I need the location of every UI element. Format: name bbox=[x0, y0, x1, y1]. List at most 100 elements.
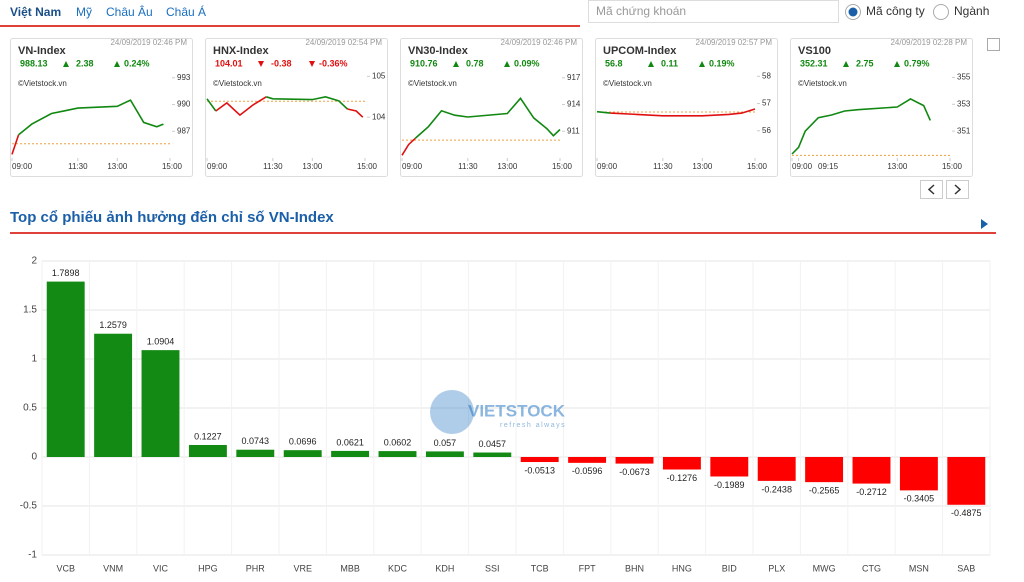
nav-tab[interactable]: Việt Nam bbox=[10, 5, 61, 19]
up-arrow bbox=[894, 61, 900, 67]
y-tick-label: 990 bbox=[177, 100, 191, 109]
y-tick-label: 993 bbox=[177, 73, 191, 82]
index-line bbox=[610, 108, 756, 117]
x-tick-label: 15:00 bbox=[747, 162, 768, 171]
watermark-tagline: refresh always bbox=[500, 422, 566, 429]
index-name: VN30-Index bbox=[408, 45, 469, 57]
x-tick-label: 11:30 bbox=[653, 162, 673, 171]
checkbox[interactable] bbox=[987, 38, 1000, 51]
value-label: 0.1227 bbox=[194, 431, 222, 441]
index-percent: -0.36% bbox=[319, 58, 348, 68]
nav-tab[interactable]: Châu Âu bbox=[106, 4, 153, 19]
index-name: VS100 bbox=[798, 45, 831, 57]
index-price: 104.01 bbox=[215, 58, 243, 68]
index-change: -0.38 bbox=[271, 58, 292, 68]
bar bbox=[378, 451, 417, 457]
x-tick-label: VNM bbox=[103, 563, 123, 573]
bar bbox=[331, 450, 370, 457]
y-tick-label: 355 bbox=[957, 73, 971, 82]
up-arrow bbox=[648, 61, 654, 67]
value-label: -0.1276 bbox=[667, 473, 698, 483]
value-label: -0.4875 bbox=[951, 508, 982, 518]
prev-button[interactable] bbox=[920, 180, 943, 199]
index-percent: 0.79% bbox=[904, 58, 930, 68]
index-source: ©Vietstock.vn bbox=[798, 79, 847, 88]
more-arrow[interactable] bbox=[981, 219, 988, 229]
nav-tab[interactable]: Mỹ bbox=[76, 5, 92, 19]
nav-tab[interactable]: Châu Á bbox=[166, 4, 206, 19]
up-arrow bbox=[504, 61, 510, 67]
y-tick-label: 351 bbox=[957, 126, 971, 135]
value-label: 0.0457 bbox=[479, 439, 507, 449]
index-percent: 0.19% bbox=[709, 58, 735, 68]
radio-button[interactable] bbox=[933, 4, 949, 20]
index-line bbox=[596, 110, 611, 114]
index-card[interactable] bbox=[400, 38, 583, 177]
value-label: 0.0743 bbox=[242, 436, 270, 446]
x-tick-label: 13:00 bbox=[887, 162, 908, 171]
index-change: 0.78 bbox=[466, 58, 484, 68]
y-tick-label: -0.5 bbox=[20, 501, 38, 512]
bar bbox=[568, 457, 607, 463]
search-box[interactable] bbox=[588, 0, 839, 23]
y-tick-label: 0.5 bbox=[23, 403, 37, 414]
index-card[interactable] bbox=[595, 38, 778, 177]
value-label: 0.0602 bbox=[384, 437, 412, 447]
value-label: 1.2579 bbox=[99, 320, 127, 330]
x-tick-label: 09:00 bbox=[207, 162, 228, 171]
bar bbox=[947, 457, 986, 505]
y-tick-label: 104 bbox=[372, 112, 386, 121]
bar bbox=[473, 452, 512, 457]
x-tick-label: 15:00 bbox=[942, 162, 963, 171]
bar bbox=[615, 457, 654, 464]
index-line bbox=[215, 96, 267, 117]
x-tick-label: CTG bbox=[862, 563, 881, 573]
index-datetime: 24/09/2019 02:28 PM bbox=[890, 38, 967, 47]
y-tick-label: 1.5 bbox=[23, 305, 37, 316]
value-label: -0.0596 bbox=[572, 466, 603, 476]
up-arrow bbox=[843, 61, 849, 67]
bar bbox=[710, 457, 749, 477]
up-arrow bbox=[699, 61, 705, 67]
index-datetime: 24/09/2019 02:54 PM bbox=[305, 38, 382, 47]
index-datetime: 24/09/2019 02:57 PM bbox=[695, 38, 772, 47]
index-price: 56.8 bbox=[605, 58, 623, 68]
index-change: 2.75 bbox=[856, 58, 874, 68]
x-tick-label: 09:00 bbox=[597, 162, 618, 171]
x-tick-label: 09:00 bbox=[12, 162, 33, 171]
x-tick-label: SSI bbox=[485, 563, 500, 573]
index-price: 352.31 bbox=[800, 58, 828, 68]
index-card[interactable] bbox=[205, 38, 388, 177]
x-tick-label: 15:00 bbox=[162, 162, 183, 171]
x-tick-label: 13:00 bbox=[497, 162, 518, 171]
y-tick-label: 911 bbox=[567, 126, 580, 135]
y-tick-label: 917 bbox=[567, 73, 581, 82]
up-arrow bbox=[63, 61, 69, 67]
bar bbox=[757, 457, 796, 481]
watermark: VIETSTOCK bbox=[468, 401, 566, 420]
search-placeholder: Mã chứng khoán bbox=[596, 4, 686, 18]
value-label: 0.0696 bbox=[289, 437, 317, 447]
x-tick-label: 09:00 bbox=[402, 162, 423, 171]
y-tick-label: 2 bbox=[31, 256, 37, 267]
index-percent: 0.24% bbox=[124, 58, 150, 68]
x-tick-label: KDC bbox=[388, 563, 408, 573]
index-datetime: 24/09/2019 02:46 PM bbox=[500, 38, 577, 47]
x-tick-label: 15:00 bbox=[357, 162, 378, 171]
y-tick-label: 57 bbox=[762, 99, 771, 108]
index-line bbox=[18, 99, 164, 136]
bar bbox=[662, 457, 701, 470]
next-button[interactable] bbox=[946, 180, 969, 199]
value-label: -0.0513 bbox=[524, 465, 555, 475]
bar bbox=[899, 457, 938, 491]
index-line bbox=[401, 137, 416, 156]
y-tick-label: 56 bbox=[762, 126, 771, 135]
down-arrow bbox=[309, 61, 315, 67]
up-arrow bbox=[453, 61, 459, 67]
x-tick-label: HPG bbox=[198, 563, 218, 573]
x-tick-label: 11:30 bbox=[68, 162, 88, 171]
x-tick-label: 13:00 bbox=[302, 162, 323, 171]
section-title: Top cổ phiếu ảnh hưởng đến chỉ số VN-Ind… bbox=[10, 209, 334, 226]
index-datetime: 24/09/2019 02:46 PM bbox=[110, 38, 187, 47]
index-source: ©Vietstock.vn bbox=[603, 79, 652, 88]
